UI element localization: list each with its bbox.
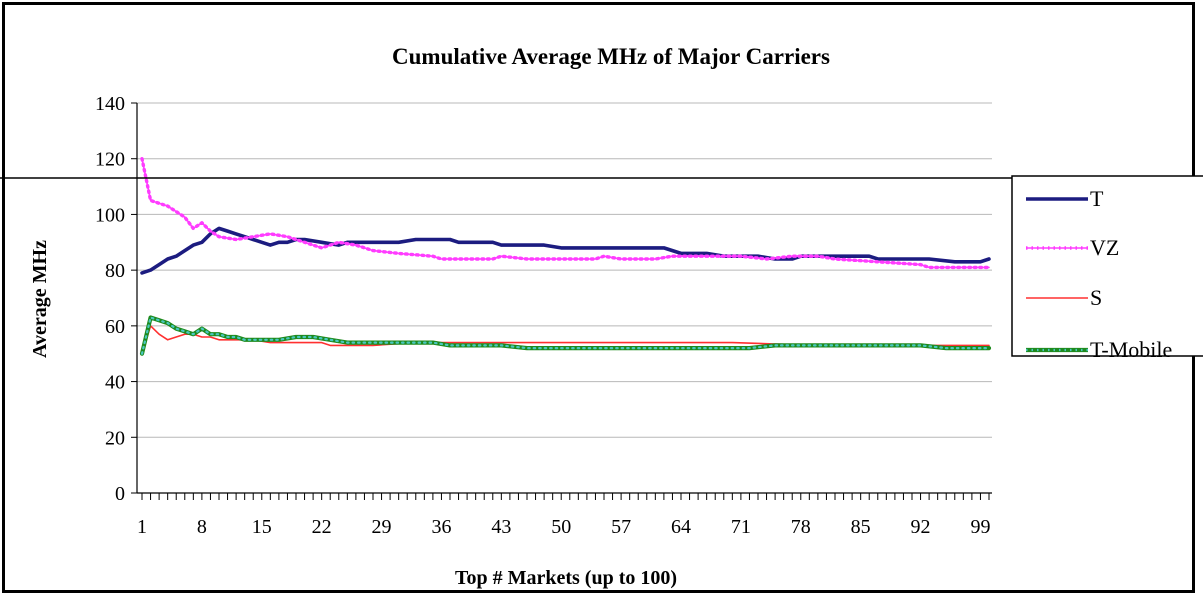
y-tick-label: 100 — [95, 204, 125, 226]
legend: T VZ S T-Mobile — [1011, 175, 1203, 362]
x-tick-label: 78 — [791, 516, 811, 538]
y-tick-label: 140 — [95, 93, 125, 115]
legend-box — [1011, 175, 1203, 357]
x-tick-label: 50 — [551, 516, 571, 538]
chart-frame — [2, 2, 1195, 593]
axes-layer: 0 20 40 60 80 100 120 140 1 8 15 22 29 36 43 50 57 64 71 78… — [95, 93, 992, 538]
series-line-t — [140, 226, 991, 275]
series-line-vz — [141, 157, 990, 269]
legend-label: VZ — [1090, 235, 1119, 260]
chart-title: Cumulative Average MHz of Major Carriers — [392, 44, 830, 69]
y-tick-label: 0 — [115, 483, 125, 505]
x-tick-label: 1 — [137, 516, 147, 538]
grid-layer — [137, 102, 992, 438]
series-line-vz-overlay — [140, 156, 991, 270]
x-tick-label: 8 — [197, 516, 207, 538]
x-tick-label: 43 — [491, 516, 511, 538]
y-tick-label: 60 — [105, 316, 125, 338]
x-tick-label: 22 — [312, 516, 332, 538]
y-tick-label: 80 — [105, 260, 125, 282]
x-tick-label: 92 — [911, 516, 931, 538]
legend-label: T — [1090, 186, 1104, 211]
legend-label: S — [1090, 285, 1102, 310]
legend-label: T-Mobile — [1090, 337, 1172, 362]
x-tick-label: 64 — [671, 516, 691, 538]
y-tick-label: 20 — [105, 427, 125, 449]
x-tick-label: 15 — [252, 516, 272, 538]
x-tick-label: 36 — [431, 516, 451, 538]
x-tick-label: 57 — [611, 516, 631, 538]
series-layer — [139, 156, 992, 356]
x-axis-title: Top # Markets (up to 100) — [455, 567, 677, 589]
y-axis-title: Average MHz — [29, 240, 51, 358]
x-tick-label: 99 — [970, 516, 990, 538]
x-tick-label: 29 — [372, 516, 392, 538]
x-tick-label: 85 — [851, 516, 871, 538]
y-tick-label: 120 — [95, 149, 125, 171]
series-line-t-mobile-overlay — [140, 316, 991, 355]
series-line-s — [141, 325, 990, 355]
y-tick-label: 40 — [105, 372, 125, 394]
x-tick-label: 71 — [731, 516, 751, 538]
series-line-t-mobile — [139, 315, 992, 356]
